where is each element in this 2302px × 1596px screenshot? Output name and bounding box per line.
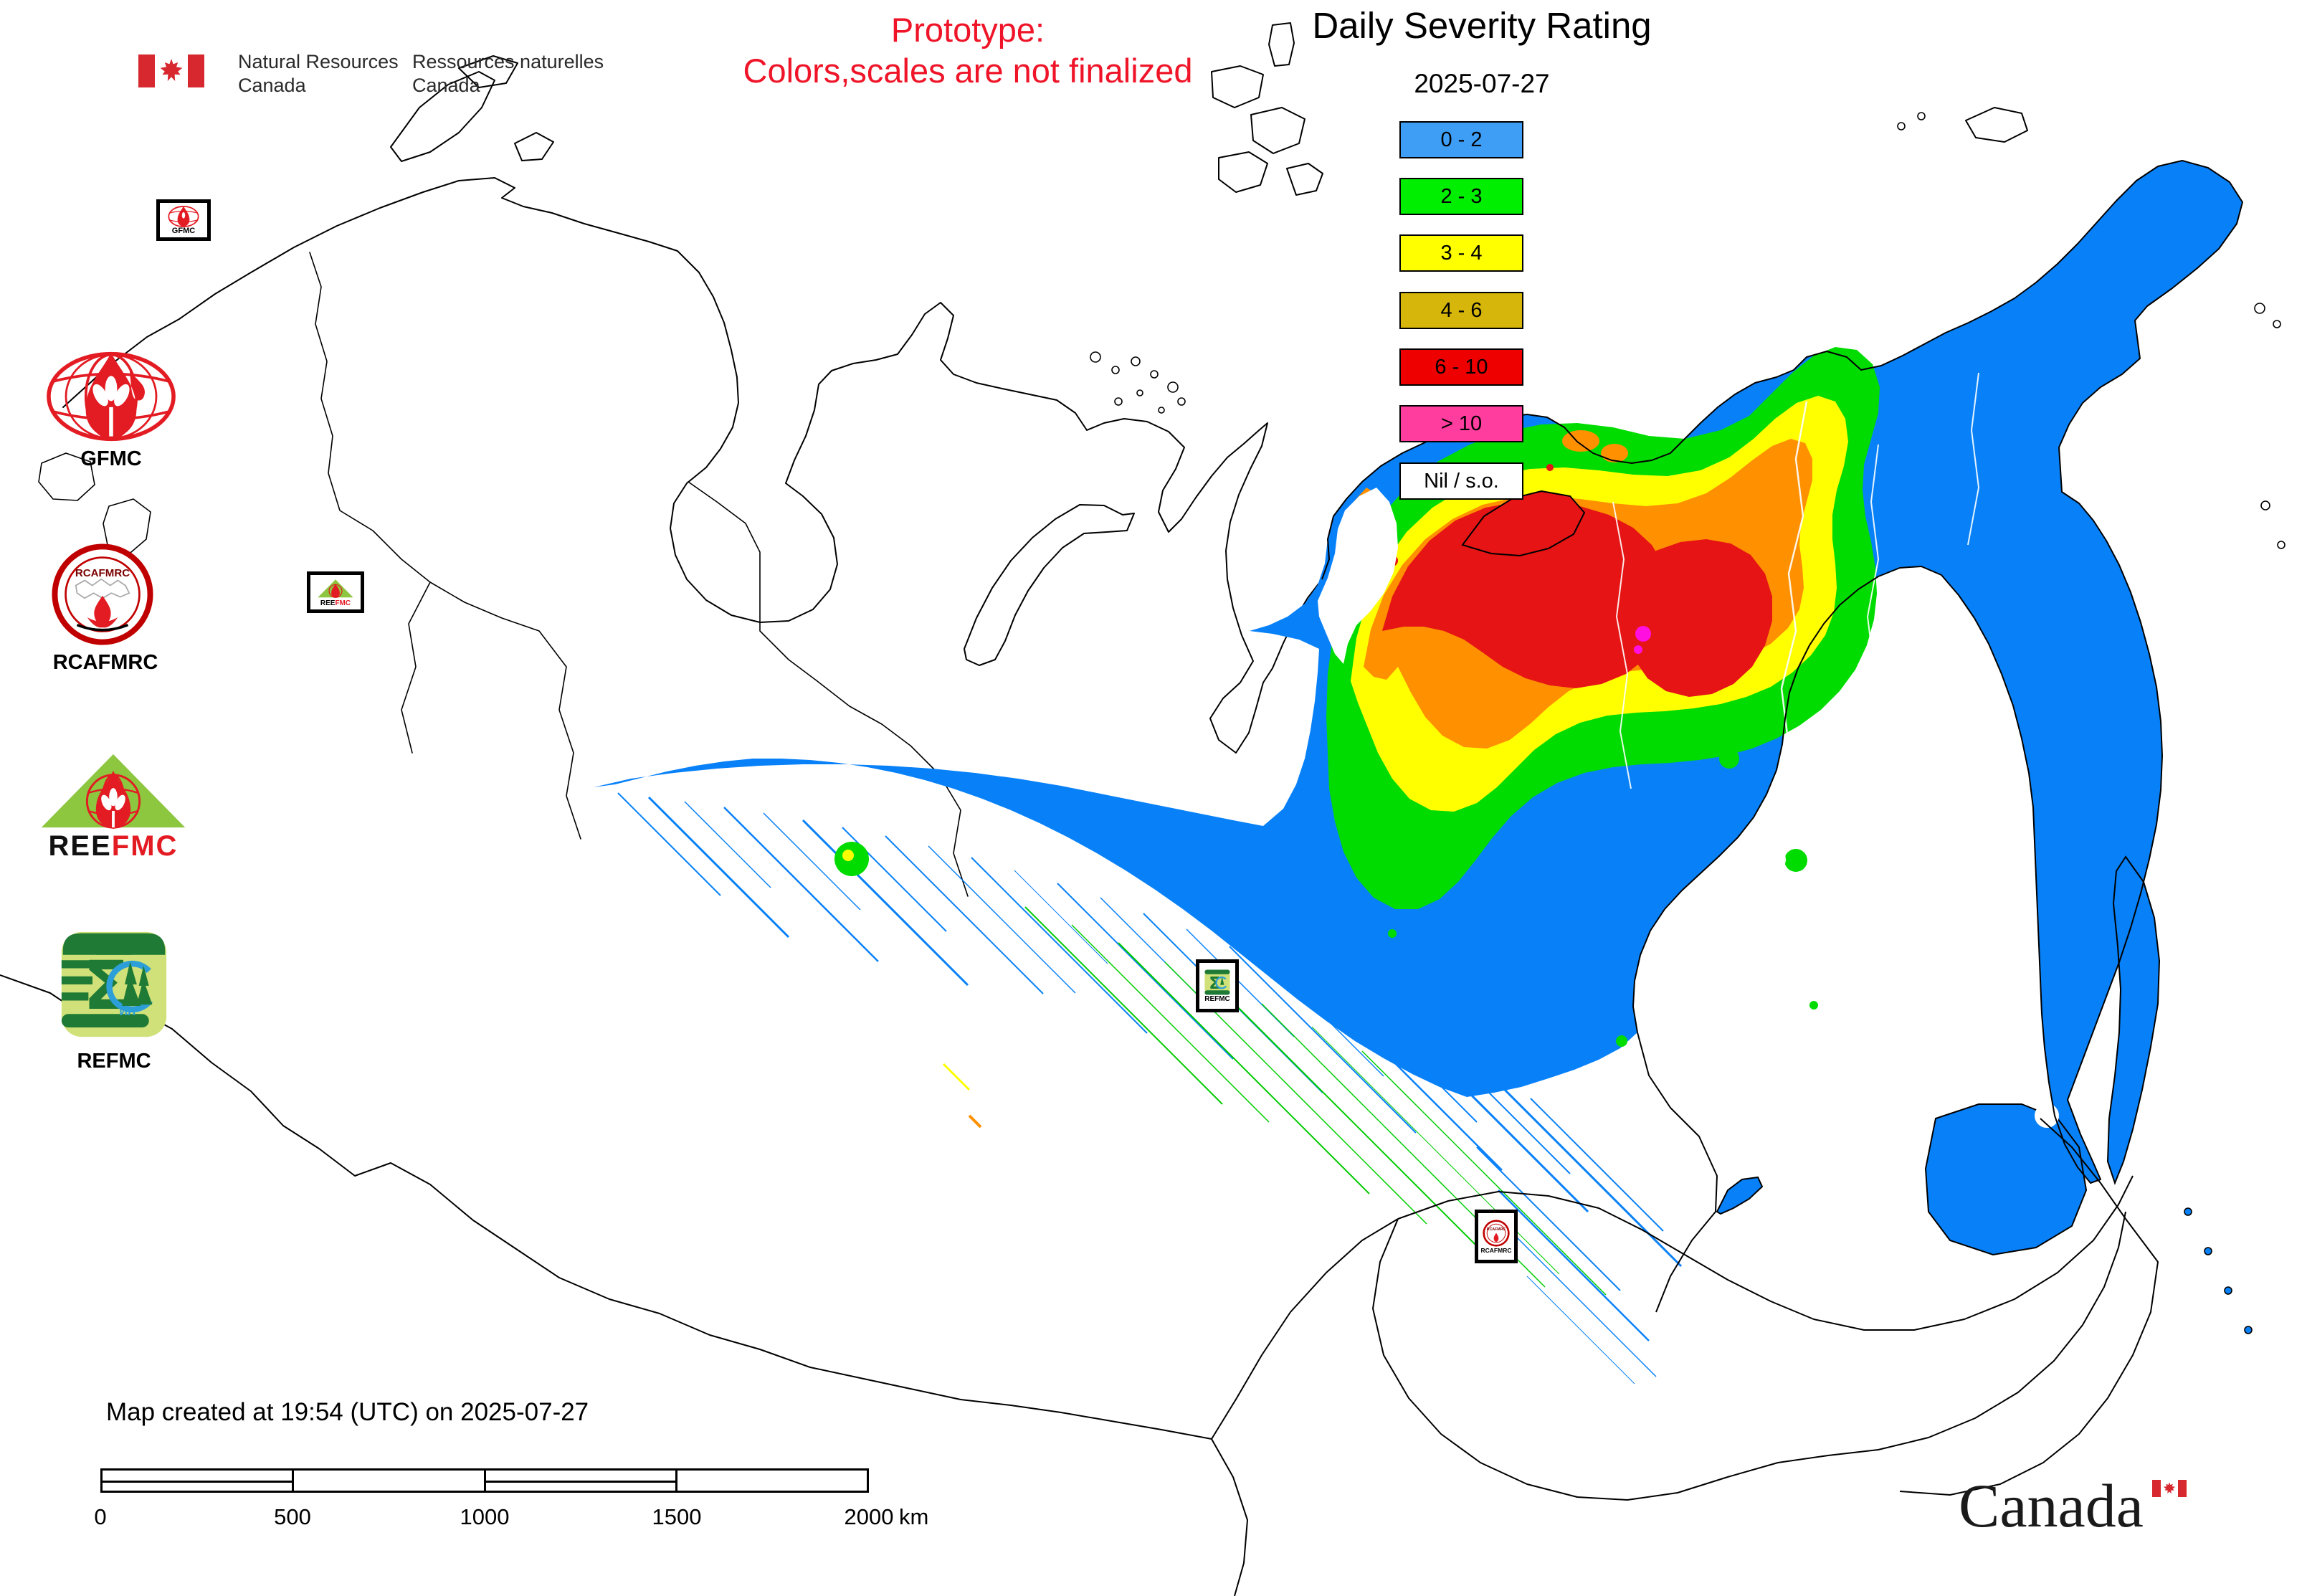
scale-segment: [103, 1471, 295, 1491]
refmc-marker-icon: Σ: [1204, 969, 1230, 995]
scale-segment: [677, 1471, 867, 1491]
scale-tick-500: 500: [274, 1504, 311, 1529]
reefmc-marker-icon: [318, 579, 353, 598]
canada-flag-icon: [138, 54, 204, 87]
map-marker-refmc: Σ REFMC: [1196, 959, 1239, 1012]
coastline-west: [62, 177, 1323, 754]
prototype-line1: Prototype:: [890, 11, 1045, 49]
page-title: Daily Severity Rating: [1312, 5, 1652, 46]
svg-text:RCAFMRC: RCAFMRC: [1487, 1227, 1506, 1232]
island-svalbard: [390, 71, 495, 162]
legend-item-nil: Nil / s.o.: [1399, 462, 1523, 500]
map-marker-rcafmrc: RCAFMRC RCAFMRC: [1475, 1210, 1518, 1263]
island-sakhalin: [2106, 855, 2161, 1185]
scale-bar: [100, 1468, 869, 1493]
scale-tick-1000: 1000: [460, 1504, 510, 1529]
prototype-warning: Prototype: Colors,scales are not finaliz…: [631, 10, 1305, 92]
streaks-blue: [617, 792, 1683, 1384]
rcafmrc-logo: RCAFMRC: [52, 543, 153, 645]
scale-tick-0: 0: [94, 1504, 107, 1529]
svg-text:Σ: Σ: [1209, 973, 1220, 993]
map-created-text: Map created at 19:54 (UTC) on 2025-07-27: [106, 1398, 589, 1426]
border-internal-1: [309, 252, 581, 840]
canada-wordmark-flag-icon: [2152, 1480, 2187, 1497]
streak-yellow: [942, 1063, 971, 1091]
legend-item-2-3: 2 - 3: [1399, 178, 1523, 215]
legend-item-0-2: 0 - 2: [1399, 121, 1523, 158]
scale-tick-2000: 2000: [844, 1504, 894, 1529]
gfmc-logo-label: GFMC: [80, 447, 142, 470]
legend-item-6-10: 6 - 10: [1399, 348, 1523, 386]
legend-item-gt10: > 10: [1399, 405, 1523, 442]
map-marker-gfmc: GFMC: [156, 199, 211, 241]
hotspot-red-west: [1382, 502, 1670, 688]
canada-wordmark: Canada: [1959, 1471, 2144, 1540]
signature-french: Ressources naturelles Canada: [412, 51, 604, 96]
legend-item-4-6: 4 - 6: [1399, 292, 1523, 329]
rivers: [1612, 372, 1980, 911]
signature-english: Natural Resources Canada: [238, 51, 399, 96]
reefmc-logo: [41, 754, 186, 830]
svg-text:Σ: Σ: [83, 947, 129, 1025]
hotspot-red-taymyr: [1461, 490, 1586, 557]
lake-ladoga: [38, 452, 95, 501]
rcafmrc-marker-icon: RCAFMRC: [1483, 1219, 1510, 1247]
islands-franz-josef: [1090, 351, 1186, 414]
borders-south: [0, 974, 2159, 1596]
coastline-east: [1321, 160, 2243, 1184]
nil-bay: [1318, 488, 1398, 664]
hotspot-magenta: [1635, 626, 1651, 642]
scale-segment: [294, 1471, 486, 1491]
lake-onega: [103, 498, 151, 557]
prototype-line2: Colors,scales are not finalized: [743, 52, 1193, 90]
scale-tick-1500: 1500: [652, 1504, 702, 1529]
islands-severnaya-zemlya: [1211, 22, 1323, 196]
reefmc-wordmark: REEFMC: [48, 830, 179, 862]
nil-lakes: [1707, 766, 2059, 1129]
map-date: 2025-07-27: [1414, 69, 1550, 98]
rcafmrc-logo-label: RCAFMRC: [52, 651, 158, 674]
border-internal-2: [401, 581, 431, 754]
islands-kuril: [2184, 1207, 2253, 1334]
island-wrangel: [1965, 107, 2028, 143]
refmc-logo-label: REFMC: [77, 1050, 151, 1073]
svg-text:RCAFMRC: RCAFMRC: [75, 567, 130, 579]
hotspot-red-east: [1626, 539, 1772, 697]
refmc-logo: Σ ИЛ: [61, 931, 167, 1037]
lake-baikal: [1716, 1176, 1764, 1215]
orange-island: [1562, 430, 1599, 452]
scale-unit: km: [899, 1504, 929, 1529]
border-internal-3: [688, 481, 969, 897]
streak-orange: [968, 1114, 982, 1129]
green-patches: [1388, 723, 1818, 1047]
gfmc-logo: [47, 351, 176, 442]
island-novaya-zemlya: [964, 504, 1135, 666]
map-marker-reefmc: REEFMC: [307, 571, 364, 613]
scale-segment: [485, 1471, 677, 1491]
data-region-southeast: [1716, 855, 2253, 1334]
legend-item-3-4: 3 - 4: [1399, 234, 1523, 272]
svg-text:ИЛ: ИЛ: [120, 1006, 136, 1018]
gfmc-marker-icon: [168, 205, 199, 227]
